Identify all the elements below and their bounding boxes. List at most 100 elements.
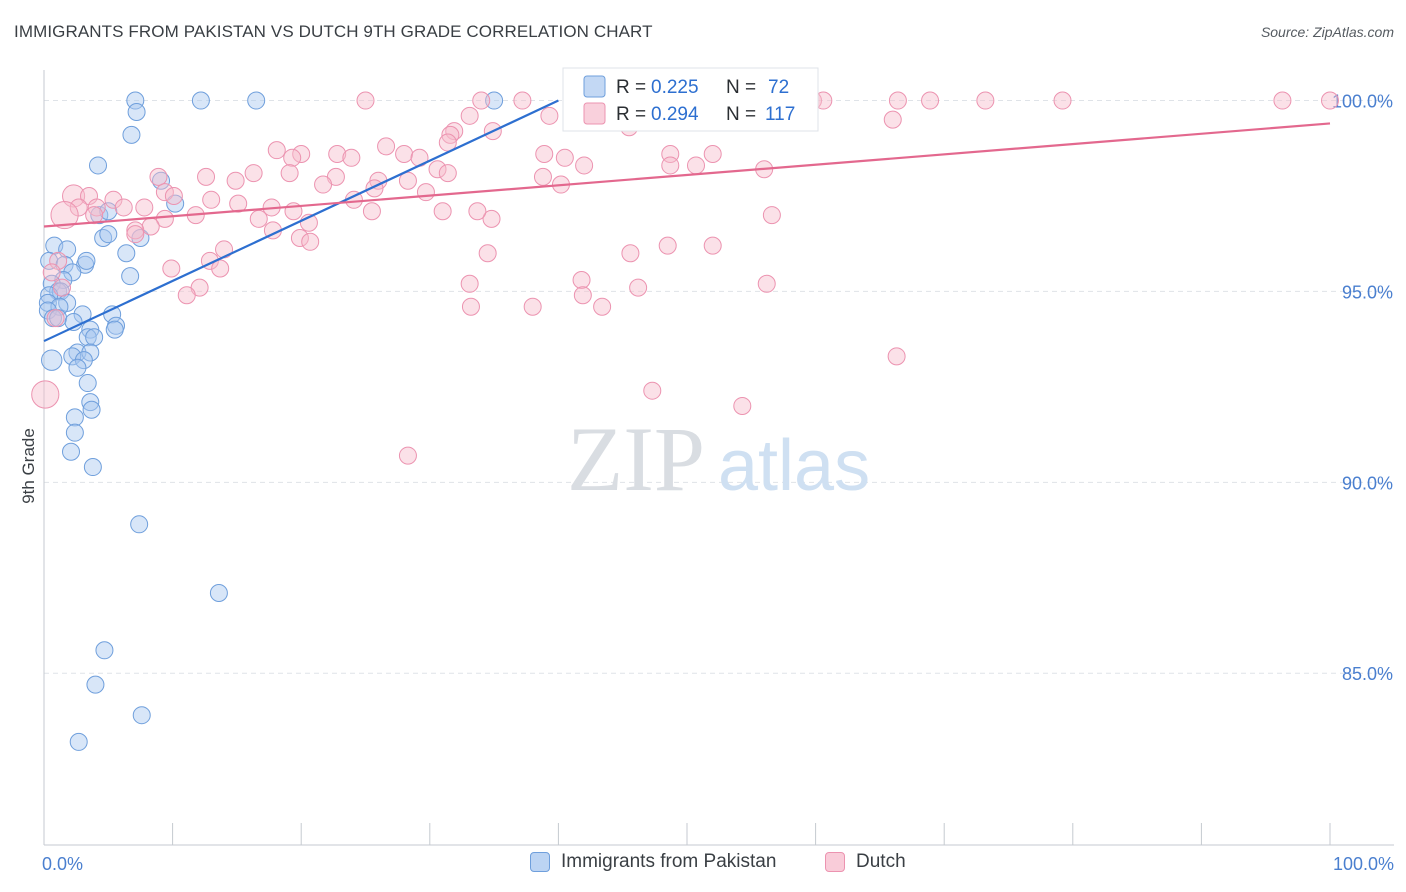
- data-point-pakistan: [89, 156, 108, 175]
- trend-line-dutch: [43, 122, 1331, 228]
- data-point-dutch: [267, 141, 286, 160]
- data-point-dutch: [482, 209, 501, 228]
- data-point-dutch: [572, 270, 591, 289]
- data-point-dutch: [533, 167, 552, 186]
- data-point-pakistan: [81, 343, 100, 362]
- legend-r-label-dutch: R =: [616, 104, 646, 125]
- data-point-dutch: [661, 156, 680, 175]
- data-point-dutch: [362, 202, 381, 221]
- data-point-pakistan: [209, 584, 228, 603]
- data-point-pakistan: [132, 706, 151, 725]
- data-point-pakistan: [121, 267, 140, 286]
- trend-layer: [43, 99, 1331, 343]
- legend-r-value-pakistan: 0.225: [651, 77, 699, 98]
- data-point-pakistan: [78, 328, 97, 347]
- data-point-pakistan: [81, 393, 100, 412]
- data-point-dutch: [292, 144, 311, 163]
- data-point-dutch: [356, 91, 375, 110]
- data-point-dutch: [42, 263, 61, 282]
- data-point-pakistan: [166, 194, 185, 213]
- data-point-dutch: [888, 91, 907, 110]
- data-point-pakistan: [99, 225, 118, 244]
- data-point-pakistan: [122, 125, 141, 144]
- data-point-pakistan: [63, 347, 82, 366]
- chart-title: IMMIGRANTS FROM PAKISTAN VS DUTCH 9TH GR…: [14, 22, 653, 41]
- data-point-dutch: [162, 259, 181, 278]
- data-point-pakistan: [85, 328, 104, 347]
- data-point-dutch: [593, 297, 612, 316]
- data-point-dutch: [762, 206, 781, 225]
- legend-item-dutch[interactable]: Dutch: [825, 851, 906, 873]
- data-point-dutch: [1053, 91, 1072, 110]
- data-point-pakistan: [69, 732, 88, 751]
- data-point-dutch: [621, 244, 640, 263]
- grid-layer: [44, 100, 1394, 674]
- data-point-dutch: [104, 190, 123, 209]
- legend-n-value-dutch: 117: [765, 104, 795, 125]
- data-point-pakistan: [247, 91, 266, 110]
- data-point-dutch: [468, 202, 487, 221]
- data-point-dutch: [887, 347, 906, 366]
- legend-swatch-dutch-bottom: [825, 852, 845, 872]
- trend-line-pakistan: [43, 99, 559, 343]
- data-point-pakistan: [86, 675, 105, 694]
- data-point-dutch: [1273, 91, 1292, 110]
- legend-top: R = 0.225 N = 72 R = 0.294 N = 117: [562, 67, 819, 132]
- legend-item-pakistan[interactable]: Immigrants from Pakistan: [530, 851, 776, 873]
- data-point-pakistan: [65, 408, 84, 427]
- data-point-pakistan: [65, 423, 84, 442]
- data-point-dutch: [757, 274, 776, 293]
- data-point-dutch: [643, 381, 662, 400]
- data-point-pakistan: [126, 91, 145, 110]
- y-tick-label: 85.0%: [1342, 664, 1393, 684]
- legend-n-label-pakistan: N =: [726, 77, 756, 98]
- data-point-dutch: [46, 309, 65, 328]
- data-point-pakistan: [127, 102, 146, 121]
- data-point-pakistan: [50, 297, 69, 316]
- data-point-pakistan: [78, 374, 97, 393]
- data-point-pakistan: [95, 641, 114, 660]
- legend-swatch-pakistan-bottom: [530, 852, 550, 872]
- data-point-pakistan: [130, 515, 149, 534]
- data-point-dutch: [703, 144, 722, 163]
- data-point-dutch: [703, 236, 722, 255]
- legend-label-pakistan: Immigrants from Pakistan: [561, 851, 777, 872]
- data-point-dutch: [1321, 91, 1339, 110]
- data-point-dutch: [155, 183, 174, 202]
- data-point-pakistan: [83, 458, 102, 477]
- source-label: Source: ZipAtlas.com: [1260, 24, 1394, 40]
- data-point-dutch: [342, 148, 361, 167]
- data-point-pakistan: [485, 91, 504, 110]
- data-point-dutch: [472, 91, 491, 110]
- data-point-dutch: [244, 164, 263, 183]
- legend-n-value-pakistan: 72: [768, 77, 789, 98]
- data-point-dutch: [461, 297, 480, 316]
- watermark-atlas: atlas: [718, 426, 870, 506]
- data-point-dutch: [460, 274, 479, 293]
- data-point-dutch: [976, 91, 995, 110]
- data-point-dutch: [883, 110, 902, 129]
- data-point-dutch: [149, 167, 168, 186]
- data-point-dutch: [280, 164, 299, 183]
- y-tick-label: 90.0%: [1342, 473, 1393, 493]
- data-point-dutch: [629, 278, 648, 297]
- legend-r-value-dutch: 0.294: [651, 104, 699, 125]
- data-point-pakistan: [117, 244, 136, 263]
- data-point-dutch: [540, 106, 559, 125]
- data-point-dutch: [202, 190, 221, 209]
- data-point-dutch: [433, 202, 452, 221]
- data-point-dutch: [283, 148, 302, 167]
- data-point-pakistan: [77, 251, 96, 270]
- data-point-dutch: [229, 194, 248, 213]
- data-point-dutch: [53, 278, 72, 297]
- legend-bottom: Immigrants from Pakistan Dutch: [0, 851, 1406, 879]
- data-point-dutch: [377, 137, 396, 156]
- data-point-dutch: [395, 144, 414, 163]
- data-point-dutch: [687, 156, 706, 175]
- data-point-dutch: [523, 297, 542, 316]
- data-point-dutch: [226, 171, 245, 190]
- data-point-dutch: [164, 186, 183, 205]
- legend-swatch-dutch: [583, 102, 606, 125]
- x-tick-label: 0.0%: [42, 854, 83, 874]
